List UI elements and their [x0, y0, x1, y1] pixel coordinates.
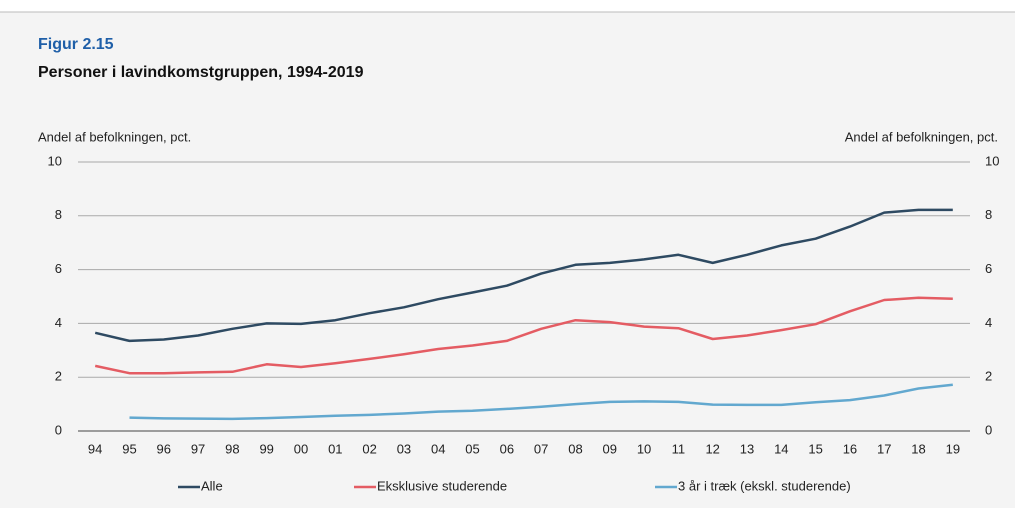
x-tick-label: 12 — [705, 441, 719, 456]
chart-title: Personer i lavindkomstgruppen, 1994-2019 — [38, 64, 364, 81]
x-tick-label: 98 — [225, 441, 239, 456]
legend-label: 3 år i træk (ekskl. studerende) — [678, 478, 851, 493]
x-tick-label: 05 — [465, 441, 479, 456]
y2-tick-label: 2 — [985, 369, 992, 384]
series-line — [94, 296, 953, 375]
x-tick-label: 03 — [397, 441, 411, 456]
x-tick-label: 02 — [362, 441, 376, 456]
x-tick-label: 17 — [877, 441, 891, 456]
x-tick-label: 01 — [328, 441, 342, 456]
background — [0, 12, 1015, 508]
x-tick-label: 13 — [740, 441, 754, 456]
figure-label: Figur 2.15 — [38, 36, 114, 53]
x-tick-label: 15 — [808, 441, 822, 456]
x-tick-label: 19 — [946, 441, 960, 456]
y2-tick-label: 0 — [985, 422, 992, 437]
x-tick-label: 18 — [911, 441, 925, 456]
y-tick-label: 10 — [48, 153, 62, 168]
x-tick-label: 97 — [191, 441, 205, 456]
x-tick-label: 04 — [431, 441, 445, 456]
y2-tick-label: 6 — [985, 261, 992, 276]
legend-label: Eksklusive studerende — [377, 478, 507, 493]
x-tick-label: 16 — [843, 441, 857, 456]
y-tick-label: 6 — [55, 261, 62, 276]
y-tick-label: 8 — [55, 207, 62, 222]
series-line — [129, 383, 953, 421]
y2-tick-label: 4 — [985, 315, 992, 330]
x-tick-label: 14 — [774, 441, 788, 456]
y2-tick-label: 8 — [985, 207, 992, 222]
y-tick-label: 2 — [55, 369, 62, 384]
x-tick-label: 96 — [157, 441, 171, 456]
y-axis-label: Andel af befolkningen, pct. — [38, 129, 191, 144]
x-tick-label: 07 — [534, 441, 548, 456]
series-line — [94, 208, 953, 343]
x-tick-label: 06 — [500, 441, 514, 456]
x-tick-label: 94 — [88, 441, 102, 456]
x-tick-label: 99 — [259, 441, 273, 456]
y-tick-label: 4 — [55, 315, 62, 330]
y-tick-label: 0 — [55, 422, 62, 437]
x-tick-label: 09 — [603, 441, 617, 456]
x-tick-label: 10 — [637, 441, 651, 456]
y2-tick-label: 10 — [985, 153, 999, 168]
y2-axis-label: Andel af befolkningen, pct. — [845, 129, 998, 144]
x-tick-label: 95 — [122, 441, 136, 456]
x-tick-label: 11 — [672, 441, 686, 456]
legend-label: Alle — [201, 478, 223, 493]
x-tick-label: 08 — [568, 441, 582, 456]
x-tick-label: 00 — [294, 441, 308, 456]
